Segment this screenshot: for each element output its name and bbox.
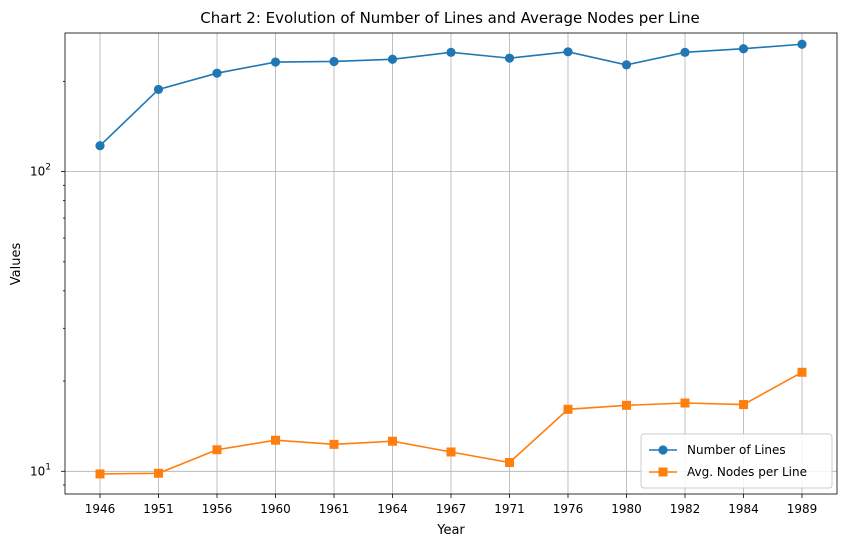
- data-point: [95, 141, 105, 151]
- data-point: [270, 57, 281, 67]
- chart-title: Chart 2: Evolution of Number of Lines an…: [200, 9, 699, 27]
- x-tick-label: 1982: [670, 502, 701, 516]
- data-point: [797, 367, 807, 377]
- data-point: [212, 68, 222, 78]
- data-point: [680, 47, 690, 57]
- x-tick-label: 1946: [85, 502, 116, 516]
- x-tick-label: 1971: [494, 502, 525, 516]
- data-point: [212, 445, 222, 455]
- data-point: [271, 435, 280, 445]
- data-point: [680, 398, 690, 408]
- data-point: [739, 400, 748, 410]
- data-point: [622, 400, 631, 410]
- x-tick-label: 1951: [143, 502, 174, 516]
- data-point: [504, 53, 515, 63]
- data-point: [446, 47, 456, 57]
- data-point: [797, 39, 807, 49]
- x-tick-label: 1989: [787, 502, 818, 516]
- data-point: [388, 436, 397, 446]
- x-axis-label: Year: [436, 523, 465, 538]
- legend-marker: [658, 467, 668, 477]
- data-point: [95, 469, 105, 479]
- x-tick-label: 1980: [611, 502, 642, 516]
- x-tick-label: 1956: [202, 502, 233, 516]
- data-point: [387, 54, 398, 64]
- series-layer: [95, 39, 807, 479]
- legend-label: Avg. Nodes per Line: [687, 465, 807, 479]
- data-point: [329, 56, 339, 67]
- x-tick-label: 1984: [728, 502, 759, 516]
- y-axis-label: Values: [9, 243, 24, 286]
- y-axis-ticks: 101 102: [30, 80, 65, 486]
- data-point: [505, 457, 514, 467]
- x-tick-label: 1960: [260, 502, 291, 516]
- data-point: [563, 47, 573, 57]
- data-point: [446, 447, 456, 457]
- x-tick-label: 1976: [553, 502, 584, 516]
- data-point: [563, 404, 573, 414]
- x-tick-label: 1964: [377, 502, 408, 516]
- data-point: [153, 84, 164, 95]
- x-tick-label: 1967: [436, 502, 467, 516]
- y-tick-label: 101: [30, 462, 51, 478]
- data-point: [329, 439, 339, 449]
- data-point: [154, 468, 163, 478]
- legend-box: [640, 433, 833, 489]
- grid: [65, 33, 837, 494]
- data-point: [738, 44, 749, 54]
- legend-label: Number of Lines: [687, 443, 786, 457]
- data-point: [621, 60, 632, 70]
- x-axis-ticks: 1946 1951 1956 1960 1961 1964 1967 1971 1976 1980…: [85, 494, 818, 516]
- x-tick-label: 1961: [319, 502, 350, 516]
- legend: Number of Lines Avg. Nodes per Line: [640, 433, 833, 489]
- legend-marker: [658, 445, 668, 455]
- y-tick-label: 102: [30, 163, 51, 179]
